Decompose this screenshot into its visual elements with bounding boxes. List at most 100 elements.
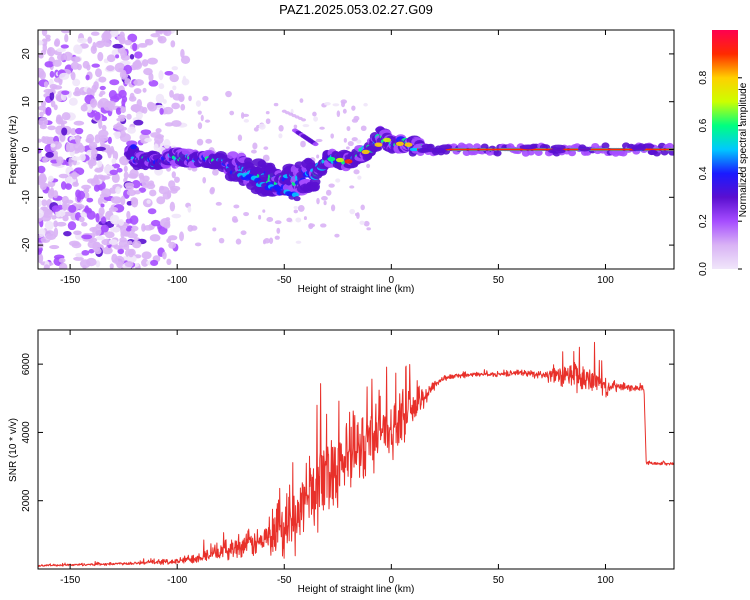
spectrogram-cell — [180, 103, 186, 111]
spectrogram-cell — [131, 198, 139, 208]
spectrogram-cell — [112, 150, 119, 161]
spectrogram-cell — [263, 146, 269, 150]
spectrogram-cell — [61, 127, 68, 136]
spectrogram-cell — [98, 76, 107, 83]
spectrogram-cell — [642, 143, 655, 149]
spectrogram-cell — [116, 117, 126, 122]
spectrogram-cell — [360, 204, 365, 211]
spectrogram-cell — [72, 78, 81, 87]
spectrogram-cell — [47, 175, 54, 182]
spectrogram-cell — [142, 87, 147, 93]
spectrogram-cell — [568, 149, 577, 157]
snr-plot-area — [38, 341, 674, 567]
spectrogram-cell — [274, 220, 282, 225]
spectrogram-cell — [100, 224, 109, 233]
spectrogram-cell — [299, 98, 304, 103]
spectrogram-cell — [159, 185, 165, 191]
spectrogram-cell — [61, 112, 71, 121]
spectrogram-cell — [297, 205, 305, 212]
spectrogram-cell — [73, 230, 82, 236]
spectrogram-cell — [109, 214, 118, 225]
spectrogram-cell — [180, 96, 185, 101]
spectrogram-cell — [160, 217, 171, 228]
spectrogram-cell — [349, 208, 356, 215]
spectrogram-cell — [342, 108, 347, 114]
spectrogram-cell — [101, 124, 107, 132]
spectrogram-cell — [38, 228, 46, 238]
spectrogram-cell — [38, 199, 42, 208]
spectrogram-cell — [94, 111, 101, 121]
spectrogram-cell — [51, 215, 57, 220]
spectrogram-cell — [266, 217, 274, 223]
spectrogram-cell — [126, 189, 137, 196]
spectrogram-cell — [56, 48, 66, 53]
spectrogram-cell — [38, 165, 46, 174]
spectrogram-cell — [141, 251, 152, 260]
spectrogram-cell — [196, 138, 204, 146]
spectrogram-cell — [180, 48, 185, 59]
spectrogram-cell — [97, 160, 103, 168]
spectrogram-cell — [202, 176, 207, 184]
spectrogram-cell — [253, 127, 259, 132]
spectrogram-cell — [97, 197, 103, 206]
spectrogram-cell — [374, 142, 383, 147]
spectrogram-cell — [53, 39, 60, 47]
spectrogram-cell — [144, 137, 152, 143]
spectrogram-cell — [74, 134, 81, 144]
spectrogram-cell — [127, 126, 136, 134]
spectrogram-cell — [68, 204, 77, 213]
spectrogram-cell — [101, 31, 112, 41]
spectrogram-cell — [38, 117, 49, 127]
spectrogram-cell — [100, 203, 105, 208]
spectrogram-cell — [316, 154, 320, 159]
spectrogram-cell — [52, 59, 62, 67]
spectrogram-cell — [172, 93, 182, 101]
spectrogram-cell — [38, 174, 47, 183]
spectrogram-cell — [38, 249, 42, 255]
spectrogram-cell — [251, 149, 257, 154]
snr-x-tick-label: -50 — [277, 575, 292, 586]
spectrogram-cell — [301, 118, 307, 122]
spectrogram-cell — [49, 244, 60, 250]
spectrogram-cell — [90, 31, 100, 36]
spectrogram-cell — [111, 158, 117, 165]
spectrogram-cell — [293, 124, 298, 129]
spectrogram-cell — [59, 262, 68, 269]
spectrogram-cell — [187, 224, 194, 232]
spectrogram-cell — [148, 72, 154, 82]
spectrogram-cell — [265, 118, 271, 125]
snr-y-tick-label: 2000 — [21, 489, 32, 512]
spectrogram-image — [38, 30, 674, 269]
spectrogram-cell — [162, 251, 167, 260]
spectrogram-cell — [76, 195, 82, 203]
colorbar: 0.0 0.2 0.4 0.6 0.8 Normalized spectral ampl… — [698, 30, 749, 276]
spectrogram-cell — [162, 99, 167, 104]
spectrogram-cell — [147, 57, 158, 65]
spectrogram-cell — [98, 134, 109, 142]
spectrogram-cell — [50, 140, 55, 145]
spectrogram-cell — [209, 187, 215, 195]
spectrogram-cell — [92, 226, 102, 236]
spectrogram-cell — [129, 92, 135, 100]
colorbar-tick-label: 0.6 — [698, 118, 709, 132]
spectrogram-cell — [263, 238, 271, 244]
spectrogram-cell — [95, 236, 105, 241]
spectrogram-cell — [321, 196, 328, 201]
spectrogram-cell — [395, 141, 404, 146]
spectrogram-cell — [109, 169, 118, 175]
spectrogram-cell — [71, 242, 82, 249]
spectrogram-cell — [94, 167, 104, 173]
spectrogram-cell — [100, 216, 107, 224]
spectrogram-cell — [164, 70, 174, 76]
spectrogram-cell — [146, 199, 151, 204]
spectrogram-cell — [205, 138, 213, 144]
spectrogram-cell — [366, 163, 371, 169]
spectrogram-cell — [404, 142, 413, 147]
spectrogram-y-label: Frequency (Hz) — [8, 116, 19, 185]
spectrogram-cell — [278, 125, 284, 132]
spectrogram-x-tick-label: -150 — [60, 275, 80, 286]
spectrogram-cell — [81, 184, 92, 190]
spectrogram-cell — [363, 220, 370, 227]
spectrogram-cell — [335, 157, 344, 163]
